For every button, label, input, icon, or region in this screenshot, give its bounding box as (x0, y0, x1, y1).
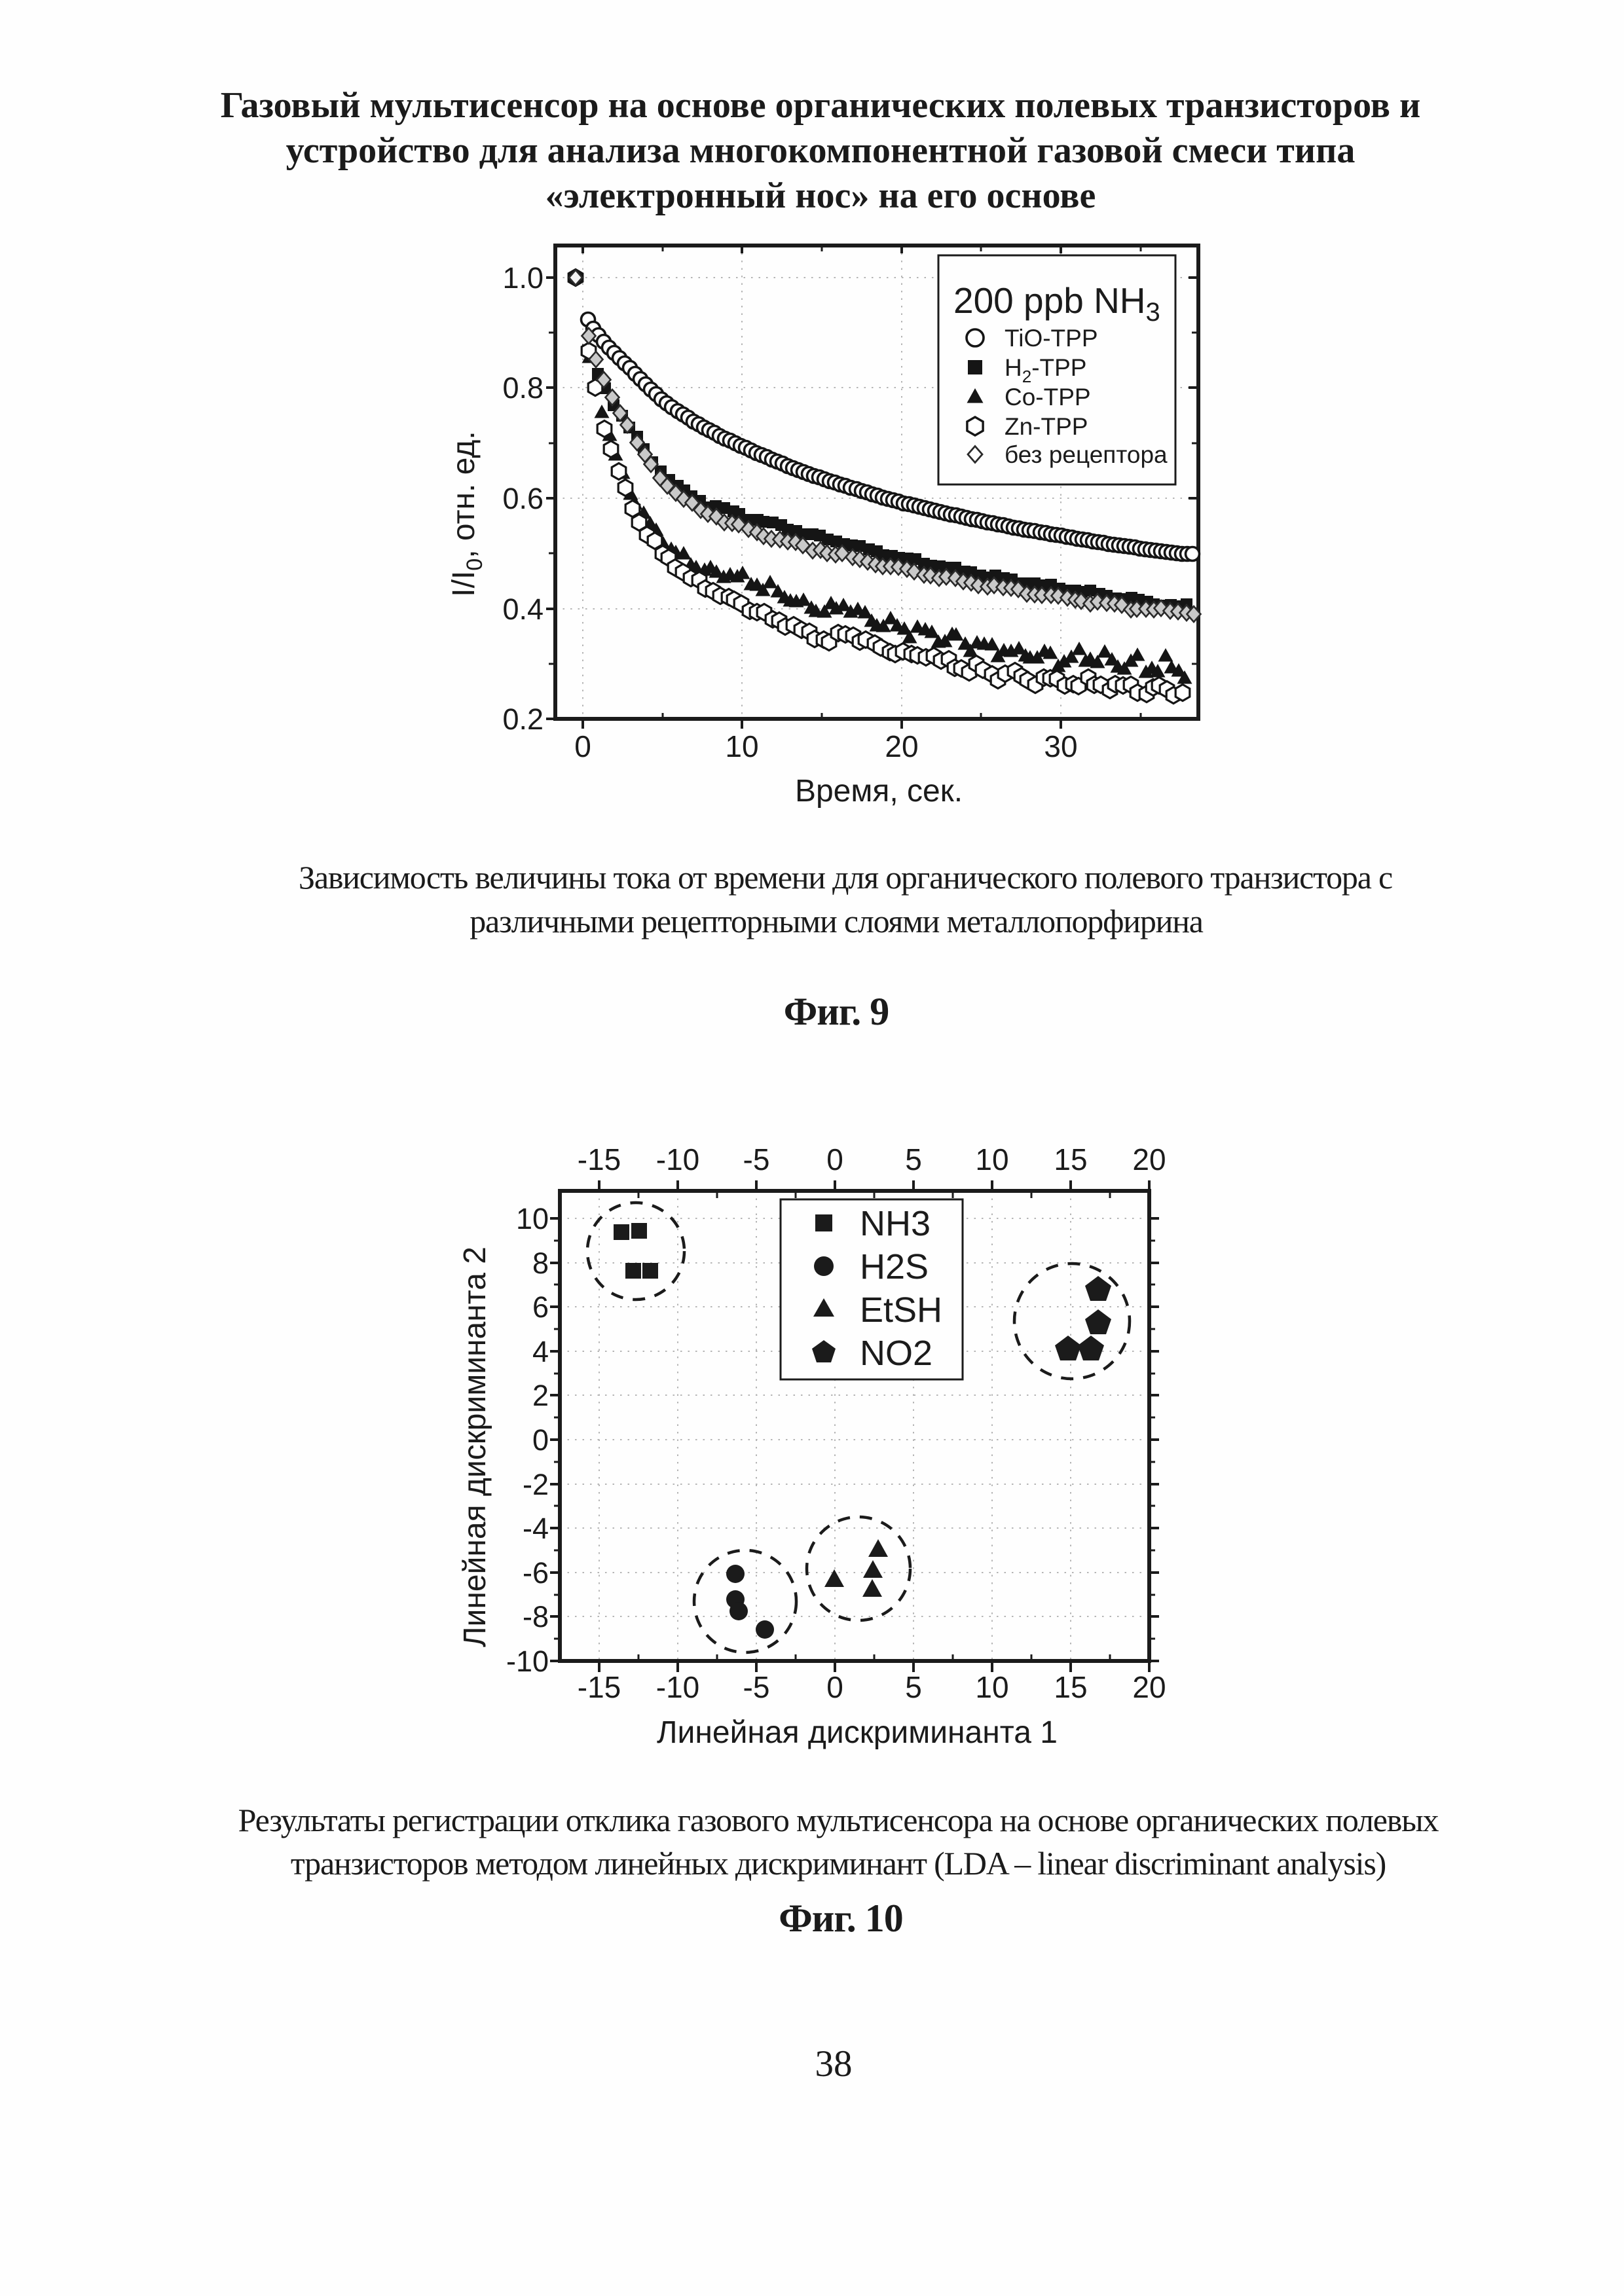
svg-text:-15: -15 (578, 1142, 621, 1176)
svg-text:-10: -10 (656, 1670, 699, 1704)
svg-text:10: 10 (975, 1142, 1008, 1176)
svg-text:Фиг. 9: Фиг. 9 (784, 990, 889, 1033)
svg-text:H2-TPP: H2-TPP (1005, 354, 1086, 386)
svg-text:-5: -5 (743, 1142, 770, 1176)
svg-text:Линейная дискриминанта 2: Линейная дискриминанта 2 (458, 1247, 492, 1647)
svg-text:0.6: 0.6 (502, 482, 544, 515)
svg-text:15: 15 (1054, 1670, 1087, 1704)
svg-text:8: 8 (532, 1247, 549, 1280)
svg-text:I/I0, отн. ед.: I/I0, отн. ед. (447, 431, 487, 596)
svg-text:1.0: 1.0 (502, 261, 544, 295)
svg-text:TiO-TPP: TiO-TPP (1005, 325, 1098, 352)
svg-text:-15: -15 (578, 1670, 621, 1704)
svg-text:200 ppb NH3: 200 ppb NH3 (953, 280, 1160, 327)
svg-text:10: 10 (725, 729, 758, 763)
svg-text:Фиг. 10: Фиг. 10 (779, 1897, 903, 1940)
svg-text:Co-TPP: Co-TPP (1005, 384, 1091, 410)
svg-text:6: 6 (532, 1290, 549, 1324)
svg-text:0.2: 0.2 (502, 702, 544, 736)
svg-text:Газовый мультисенсор на основе: Газовый мультисенсор на основе органичес… (221, 85, 1421, 126)
svg-text:15: 15 (1054, 1142, 1087, 1176)
svg-text:транзисторов методом линейных: транзисторов методом линейных дискримина… (291, 1845, 1386, 1882)
svg-text:10: 10 (975, 1670, 1008, 1704)
svg-text:«электронный нос» на его основ: «электронный нос» на его основе (545, 175, 1096, 216)
svg-text:5: 5 (905, 1670, 922, 1704)
svg-text:Линейная дискриминанта 1: Линейная дискриминанта 1 (657, 1715, 1058, 1750)
svg-text:20: 20 (885, 729, 918, 763)
svg-text:38: 38 (815, 2043, 853, 2085)
svg-text:2: 2 (532, 1379, 549, 1412)
svg-text:-10: -10 (656, 1142, 699, 1176)
svg-text:NH3: NH3 (860, 1204, 931, 1243)
svg-text:Время, сек.: Время, сек. (795, 774, 963, 809)
svg-text:-8: -8 (523, 1600, 549, 1633)
svg-text:4: 4 (532, 1335, 549, 1368)
svg-text:10: 10 (516, 1202, 549, 1235)
svg-text:0: 0 (574, 729, 591, 763)
svg-text:-6: -6 (523, 1556, 549, 1590)
svg-text:0: 0 (826, 1142, 843, 1176)
svg-text:0: 0 (532, 1423, 549, 1457)
svg-text:Зависимость величины тока от в: Зависимость величины тока от времени для… (299, 859, 1392, 896)
svg-text:20: 20 (1132, 1142, 1166, 1176)
svg-text:EtSH: EtSH (860, 1290, 942, 1330)
svg-text:-4: -4 (523, 1512, 549, 1545)
svg-text:Zn-TPP: Zn-TPP (1005, 413, 1088, 440)
svg-text:30: 30 (1044, 729, 1077, 763)
svg-text:0: 0 (826, 1670, 843, 1704)
svg-text:-2: -2 (523, 1468, 549, 1501)
svg-text:без рецептора: без рецептора (1005, 441, 1168, 468)
svg-text:NO2: NO2 (860, 1334, 932, 1373)
svg-text:-5: -5 (743, 1670, 770, 1704)
svg-text:устройство для анализа многоко: устройство для анализа многокомпонентной… (286, 130, 1356, 171)
svg-text:5: 5 (905, 1142, 922, 1176)
svg-text:0.4: 0.4 (502, 592, 544, 626)
svg-text:различными рецепторными слоями: различными рецепторными слоями металлопо… (470, 903, 1204, 939)
svg-text:0.8: 0.8 (502, 371, 544, 405)
svg-text:-10: -10 (506, 1645, 549, 1678)
svg-text:Результаты регистрации отклика: Результаты регистрации отклика газового … (238, 1802, 1439, 1838)
svg-text:20: 20 (1132, 1670, 1166, 1704)
svg-text:H2S: H2S (860, 1247, 929, 1286)
